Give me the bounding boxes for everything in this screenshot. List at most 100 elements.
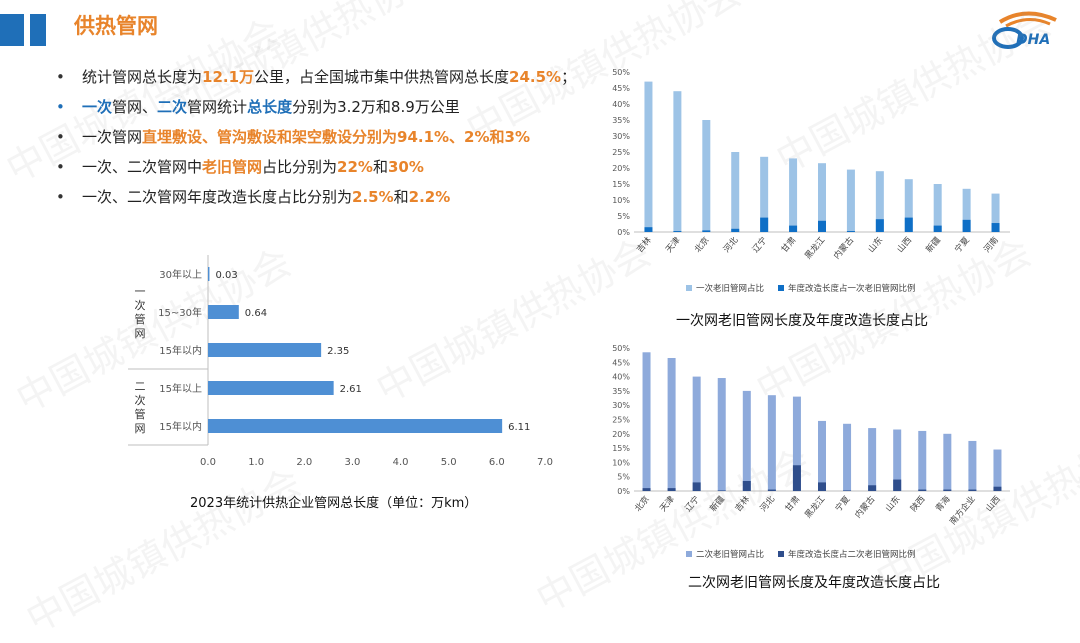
bullet-highlight: 老旧管网 <box>202 158 263 176</box>
bar-renovation-share <box>702 230 711 232</box>
category-label: 15年以上 <box>159 382 202 395</box>
bar-old-share <box>673 91 682 232</box>
bullet-network-lengths: 一次管网、二次管网统计总长度分别为3.2万和8.9万公里 <box>52 94 612 124</box>
bar-old-share <box>642 352 651 491</box>
category-label: 河北 <box>721 234 741 254</box>
category-label: 山西 <box>983 494 1002 514</box>
category-label: 15年以内 <box>159 420 202 433</box>
y-tick-label: 25% <box>612 416 630 425</box>
bar-old-share <box>818 420 826 491</box>
bar-renovation-share <box>868 485 877 491</box>
primary-old-network-chart: 0% 5% 10% 15% 20% 25% 30% 35% 40% 45% 50% 吉林 天津 北京 河北辽… <box>612 68 1010 294</box>
y-tick-label: 40% <box>612 100 630 109</box>
legend-swatch <box>686 551 692 557</box>
bar-old-share <box>962 188 971 232</box>
bullet-highlight: 24.5% <box>509 68 562 86</box>
page-title: 供热管网 <box>74 14 158 38</box>
bullet-text: 和 <box>372 158 388 176</box>
y-tick-label: 45% <box>612 358 630 367</box>
category-label: 河南 <box>981 235 1000 255</box>
bullet-text: 管网统计 <box>187 98 248 116</box>
y-tick-label: 45% <box>612 84 630 93</box>
bullet-highlight: 二次 <box>157 98 188 116</box>
bullet-text: 一次、二次管网中 <box>82 158 203 176</box>
bar-renovation-share <box>673 231 682 232</box>
group-label-char: 管 <box>135 312 146 326</box>
category-label: 天津 <box>663 234 683 254</box>
bullet-highlight: 总长度 <box>247 98 293 116</box>
bar-old-share <box>742 390 751 491</box>
bullet-total-length: 统计管网总长度为12.1万公里，占全国城市集中供热管网总长度24.5%； <box>52 64 612 94</box>
category-label: 辽宁 <box>683 494 702 514</box>
legend-swatch <box>778 551 784 557</box>
bullet-text: 和 <box>393 188 409 206</box>
header-accent-bar <box>0 14 24 46</box>
bar-renovation-share <box>767 489 776 491</box>
chart-title-primary: 一次网老旧管网长度及年度改造长度占比 <box>676 313 928 329</box>
bullet-highlight: 22% <box>337 158 373 176</box>
group-label-char: 一 <box>135 285 146 298</box>
legend-label: 一次老旧管网占比 <box>696 283 764 294</box>
bar-renovation-share <box>918 489 927 491</box>
x-tick-label: 3.0 <box>344 457 360 468</box>
category-label: 吉林 <box>634 234 654 254</box>
bar-renovation-share <box>760 217 769 232</box>
y-tick-label: 30% <box>612 132 630 141</box>
category-label: 山东 <box>866 235 885 255</box>
bullet-highlight: 一次 <box>82 98 113 116</box>
bullet-text: 公里，占全国城市集中供热管网总长度 <box>254 68 510 86</box>
y-tick-label: 25% <box>612 148 630 157</box>
y-tick-label: 20% <box>612 430 630 439</box>
category-label: 青海 <box>933 493 953 513</box>
chart-title-network-length: 2023年统计供热企业管网总长度（单位：万km） <box>190 496 478 511</box>
bullet-renovation-share: 一次、二次管网年度改造长度占比分别为2.5%和2.2% <box>52 184 612 214</box>
y-tick-label: 5% <box>617 212 630 221</box>
y-tick-label: 50% <box>612 68 630 77</box>
group-label-char: 网 <box>135 422 146 435</box>
x-tick-label: 4.0 <box>393 457 409 468</box>
bar-old-share <box>968 440 977 491</box>
network-length-chart: 0.0 1.0 2.0 3.0 4.0 5.0 6.0 7.0 30年以上 0.03 15~30年 0… <box>128 255 553 468</box>
bullet-text: 占比分别为 <box>262 158 338 176</box>
secondary-old-network-chart: 0% 5% 10% 15% 20% 25% 30% 35% 40% 45% 50% 北京 天津 辽宁 新疆吉… <box>612 344 1010 560</box>
bar <box>208 305 239 319</box>
category-label: 30年以上 <box>159 268 202 281</box>
bar-old-share <box>644 81 653 232</box>
bar-renovation-share <box>731 228 740 232</box>
bullet-highlight: 30% <box>387 158 424 176</box>
y-tick-label: 50% <box>612 344 630 353</box>
category-label: 北京 <box>692 235 711 255</box>
bullet-laying-methods: 一次管网直埋敷设、管沟敷设和架空敷设分别为94.1%、2%和3% <box>52 124 612 154</box>
bar-old-share <box>692 376 701 491</box>
bar-renovation-share <box>893 479 902 491</box>
bar-renovation-share <box>742 480 751 491</box>
bullet-old-network-share: 一次、二次管网中老旧管网占比分别为22%和30% <box>52 154 612 184</box>
category-label: 山东 <box>883 494 902 514</box>
bar-renovation-share <box>717 490 726 491</box>
category-label: 内蒙古 <box>831 234 856 261</box>
y-tick-label: 15% <box>612 444 630 453</box>
category-label: 河北 <box>758 493 778 513</box>
bullet-highlight: 12.1万 <box>202 68 255 86</box>
category-label: 陕西 <box>908 494 927 514</box>
bar-old-share <box>789 158 798 232</box>
x-tick-label: 6.0 <box>489 457 505 468</box>
bar-renovation-share <box>991 223 1000 232</box>
x-tick-label: 2.0 <box>296 457 312 468</box>
category-label: 黑龙江 <box>802 493 827 520</box>
y-tick-label: 5% <box>617 473 630 482</box>
bar-old-share <box>904 179 913 232</box>
bar-old-share <box>767 395 776 491</box>
dha-logo: DHA <box>992 11 1057 49</box>
bar-old-share <box>846 169 855 232</box>
bar-old-share <box>702 120 711 232</box>
bar-renovation-share <box>933 225 942 232</box>
legend-label: 年度改造长度占一次老旧管网比例 <box>788 283 916 294</box>
bar-old-share <box>875 171 884 232</box>
legend-swatch <box>778 285 784 291</box>
category-label: 南方企业 <box>947 494 977 527</box>
bullet-text: ； <box>561 68 577 86</box>
category-label: 北京 <box>632 494 651 514</box>
bullet-text: 分别为3.2万和8.9万公里 <box>292 98 460 116</box>
category-label: 15~30年 <box>158 306 202 319</box>
